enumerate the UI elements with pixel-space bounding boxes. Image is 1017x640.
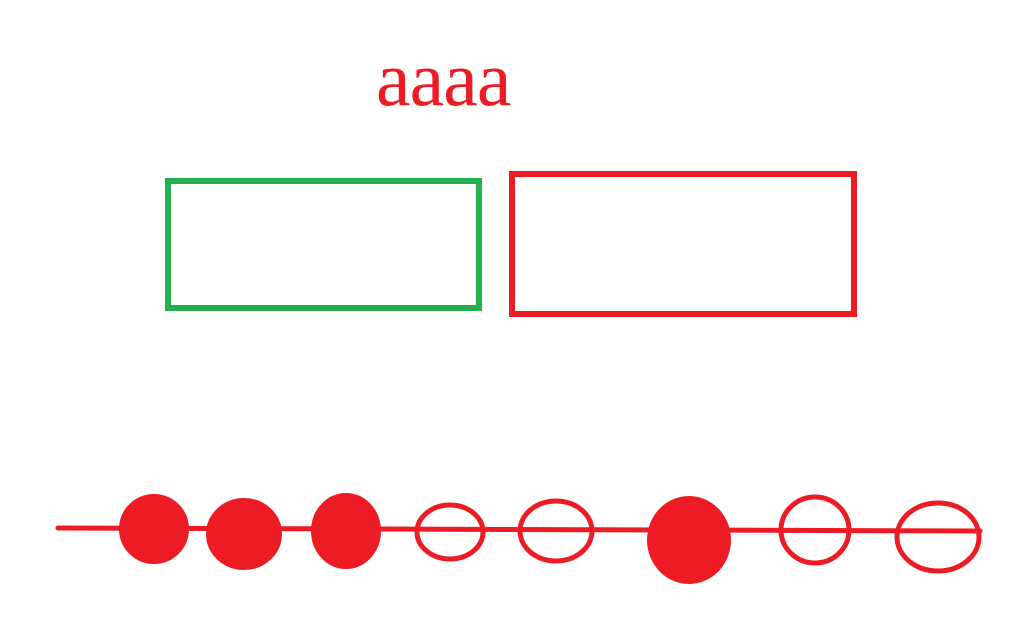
timeline-markers: [119, 493, 982, 584]
green-outline-box: [165, 178, 482, 311]
hollow-circle-4: [414, 502, 486, 562]
filled-dot-2: [206, 498, 282, 570]
filled-dot-1: [119, 494, 189, 564]
red-outline-box: [509, 171, 857, 317]
filled-dot-6: [647, 496, 731, 584]
filled-dot-3: [311, 493, 381, 569]
hollow-circle-8: [894, 500, 982, 574]
hollow-circle-7: [778, 494, 852, 566]
heading-text: aaaa: [376, 35, 511, 122]
hollow-circle-5: [517, 498, 595, 564]
